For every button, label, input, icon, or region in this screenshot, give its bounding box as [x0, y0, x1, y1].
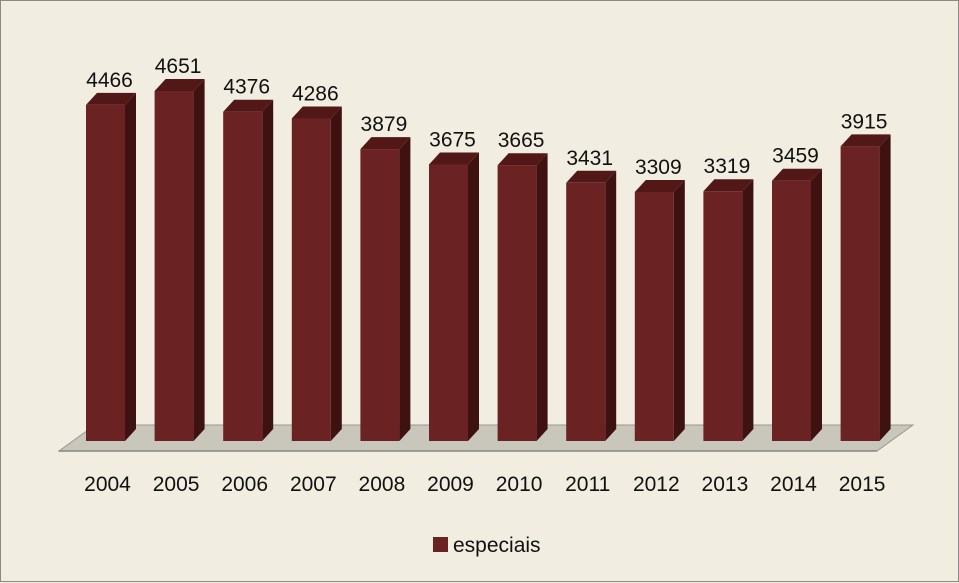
bar-2004	[86, 92, 136, 441]
bar-side-2010	[536, 153, 548, 441]
bar-2013	[703, 179, 754, 441]
bar-top-2006	[223, 99, 274, 112]
bar-front-2005	[154, 91, 194, 441]
x-tick-label-2010: 2010	[496, 473, 543, 496]
bar-top-2015	[840, 134, 891, 147]
x-tick-label-2008: 2008	[359, 473, 406, 496]
bar-top-2012	[634, 179, 685, 192]
bar-2006	[223, 99, 274, 442]
bar-2007	[291, 106, 342, 441]
bar-top-2009	[429, 152, 479, 165]
bar-side-2009	[468, 152, 479, 441]
bar-front-2014	[772, 180, 811, 441]
x-tick-label-2011: 2011	[565, 473, 610, 496]
bar-front-2013	[703, 191, 743, 441]
x-tick-label-2007: 2007	[290, 473, 337, 496]
bar-front-2006	[223, 111, 263, 442]
bar-side-2012	[673, 179, 685, 442]
x-tick-label-2005: 2005	[153, 473, 200, 496]
data-label-2013: 3319	[704, 155, 751, 178]
bar-front-2004	[86, 104, 125, 441]
bar-side-2004	[125, 92, 136, 441]
bar-2009	[429, 152, 479, 441]
data-label-2010: 3665	[498, 129, 545, 152]
data-label-2014: 3459	[772, 145, 819, 168]
bar-side-2005	[193, 79, 205, 441]
bar-front-2012	[634, 191, 674, 441]
bar-front-2007	[291, 118, 331, 441]
bar-side-2006	[262, 99, 274, 442]
bar-front-2015	[840, 146, 880, 442]
x-tick-label-2006: 2006	[221, 473, 268, 496]
bar-side-2008	[399, 137, 411, 441]
x-tick-label-2004: 2004	[84, 473, 131, 496]
bar-side-2015	[879, 134, 891, 442]
legend-label-especiais: especiais	[453, 534, 541, 557]
bar-front-2009	[429, 164, 468, 441]
bar-side-2011	[605, 170, 617, 441]
bar-side-2014	[811, 168, 822, 441]
bar-side-2007	[330, 106, 342, 441]
data-label-2007: 4286	[292, 82, 339, 105]
bar-top-2005	[154, 79, 205, 91]
bar-top-2008	[360, 137, 411, 150]
x-tick-label-2015: 2015	[839, 473, 886, 496]
data-label-2015: 3915	[841, 110, 888, 133]
bar-front-2010	[497, 165, 537, 441]
bar-top-2014	[772, 168, 822, 181]
bar-2014	[772, 168, 822, 441]
x-tick-label-2009: 2009	[427, 473, 474, 496]
data-label-2009: 3675	[429, 128, 476, 151]
bar-top-2013	[703, 179, 754, 192]
x-tick-label-2014: 2014	[770, 473, 817, 496]
data-label-2004: 4466	[86, 69, 133, 92]
bar-2010	[497, 153, 548, 441]
data-label-2006: 4376	[223, 76, 270, 99]
bar-top-2007	[291, 106, 342, 119]
bar-front-2008	[360, 149, 400, 441]
bar-front-2011	[566, 182, 606, 441]
bar-top-2010	[497, 153, 548, 166]
legend: especiais	[433, 534, 541, 557]
bar-2012	[634, 179, 685, 442]
bar-2005	[154, 79, 205, 441]
data-label-2008: 3879	[361, 113, 408, 136]
bar-top-2004	[86, 92, 136, 105]
x-tick-label-2012: 2012	[633, 473, 680, 496]
x-tick-label-2013: 2013	[702, 473, 749, 496]
bar-2011	[566, 170, 617, 441]
bar-side-2013	[742, 179, 754, 441]
bar-2008	[360, 137, 411, 441]
bar-top-2011	[566, 170, 617, 183]
bar-2015	[840, 134, 891, 442]
data-label-2011: 3431	[566, 147, 613, 170]
legend-swatch-especiais	[433, 537, 448, 552]
data-label-2012: 3309	[635, 156, 682, 179]
data-label-2005: 4651	[155, 55, 202, 78]
